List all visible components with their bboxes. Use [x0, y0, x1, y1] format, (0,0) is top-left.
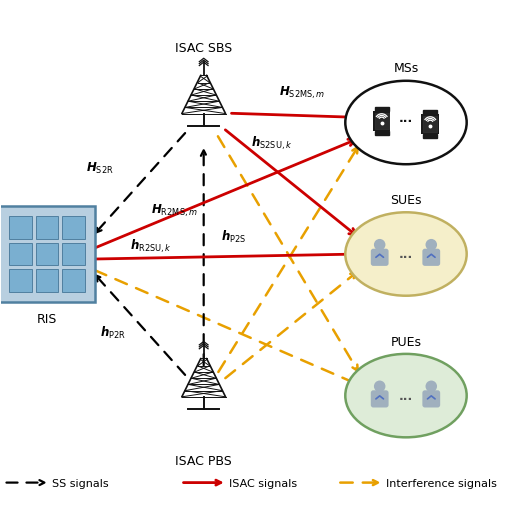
Text: ISAC SBS: ISAC SBS	[175, 42, 232, 55]
Bar	[0, 207, 95, 302]
Bar	[422, 115, 439, 135]
Bar	[375, 114, 388, 130]
Text: $\boldsymbol{h}_{\mathrm{R2SU},k}$: $\boldsymbol{h}_{\mathrm{R2SU},k}$	[131, 237, 172, 254]
Text: Interference signals: Interference signals	[386, 477, 497, 488]
Polygon shape	[375, 132, 388, 135]
Bar	[35, 270, 58, 292]
Polygon shape	[423, 135, 437, 138]
Bar	[423, 117, 437, 133]
Text: $\boldsymbol{H}_{\mathrm{S2MS},m}$: $\boldsymbol{H}_{\mathrm{S2MS},m}$	[279, 85, 326, 101]
Bar	[9, 217, 32, 239]
Text: MSs: MSs	[393, 62, 419, 75]
Text: $\boldsymbol{h}_{\mathrm{P2R}}$: $\boldsymbol{h}_{\mathrm{P2R}}$	[100, 325, 126, 341]
Text: PUEs: PUEs	[391, 335, 422, 348]
Text: $\boldsymbol{h}_{\mathrm{S2SU},k}$: $\boldsymbol{h}_{\mathrm{S2SU},k}$	[251, 135, 293, 152]
Bar	[35, 217, 58, 239]
Polygon shape	[423, 111, 437, 115]
Text: $\boldsymbol{H}_{\mathrm{S2R}}$: $\boldsymbol{H}_{\mathrm{S2R}}$	[86, 160, 114, 175]
Text: ···: ···	[399, 115, 413, 128]
Bar	[9, 243, 32, 266]
Text: ···: ···	[399, 250, 413, 264]
Circle shape	[374, 381, 385, 392]
Text: $\boldsymbol{h}_{\mathrm{P2S}}$: $\boldsymbol{h}_{\mathrm{P2S}}$	[222, 229, 246, 245]
FancyBboxPatch shape	[422, 249, 440, 266]
Ellipse shape	[345, 354, 466, 437]
Bar	[9, 270, 32, 292]
Text: SUEs: SUEs	[390, 193, 422, 207]
Text: RIS: RIS	[37, 313, 57, 326]
Bar	[62, 243, 85, 266]
Text: SS signals: SS signals	[52, 477, 109, 488]
Bar	[62, 270, 85, 292]
Bar	[62, 217, 85, 239]
Circle shape	[374, 239, 385, 251]
FancyBboxPatch shape	[422, 390, 440, 408]
Circle shape	[425, 239, 437, 251]
Text: ISAC signals: ISAC signals	[229, 477, 297, 488]
Circle shape	[425, 381, 437, 392]
FancyBboxPatch shape	[371, 249, 388, 266]
Ellipse shape	[345, 213, 466, 296]
Polygon shape	[375, 108, 388, 111]
FancyBboxPatch shape	[371, 390, 388, 408]
Text: ···: ···	[399, 392, 413, 405]
Text: $\boldsymbol{H}_{\mathrm{R2MS},m}$: $\boldsymbol{H}_{\mathrm{R2MS},m}$	[151, 202, 198, 218]
Ellipse shape	[345, 81, 466, 165]
Text: ISAC PBS: ISAC PBS	[175, 454, 232, 467]
Bar	[35, 243, 58, 266]
Bar	[373, 111, 391, 132]
